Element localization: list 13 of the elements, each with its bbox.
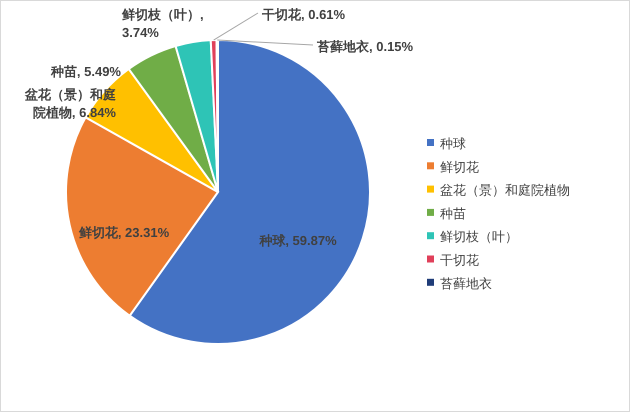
data-label: 鲜切花, 23.31% bbox=[78, 225, 170, 240]
data-label: 鲜切枝（叶）, 3.74% bbox=[121, 7, 204, 40]
legend-label: 干切花 bbox=[440, 252, 479, 268]
legend-label: 鲜切花 bbox=[440, 159, 479, 174]
data-label: 苔藓地衣, 0.15% bbox=[316, 39, 414, 54]
legend-label: 种球 bbox=[440, 136, 466, 151]
data-label: 种球, 59.87% bbox=[258, 233, 338, 248]
legend-label: 盆花（景）和庭院植物 bbox=[440, 182, 570, 198]
legend-label: 种苗 bbox=[440, 206, 466, 221]
data-label: 种苗, 5.49% bbox=[50, 64, 122, 79]
legend-label: 苔藓地衣 bbox=[440, 276, 492, 291]
legend-label: 鲜切枝（叶） bbox=[440, 229, 518, 244]
data-label: 干切花, 0.61% bbox=[261, 7, 346, 22]
